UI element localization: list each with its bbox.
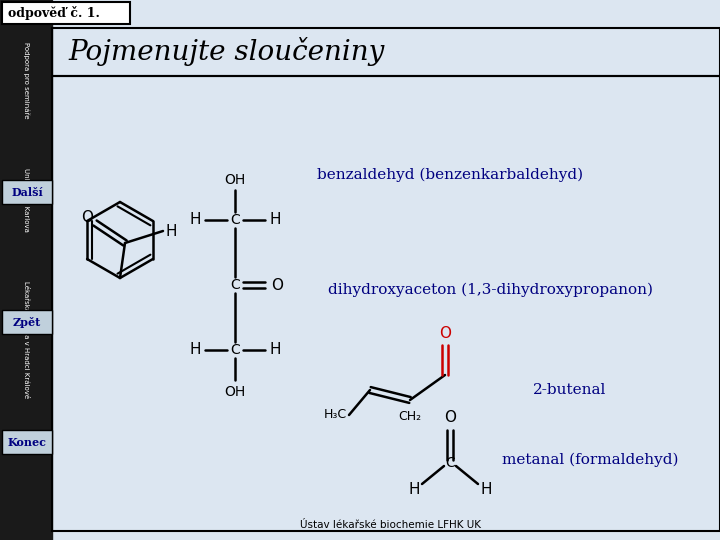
Text: H: H: [269, 342, 281, 357]
Text: H: H: [269, 213, 281, 227]
Text: dihydroxyaceton (1,3-dihydroxypropanon): dihydroxyaceton (1,3-dihydroxypropanon): [328, 283, 652, 297]
Text: Lékařská fakulta v Hradci Králové: Lékařská fakulta v Hradci Králové: [23, 281, 29, 399]
Text: Konec: Konec: [7, 436, 47, 448]
Text: C: C: [230, 343, 240, 357]
Text: C: C: [230, 213, 240, 227]
Text: O: O: [81, 211, 93, 226]
Text: H: H: [166, 224, 176, 239]
Text: Zpět: Zpět: [13, 316, 41, 327]
Text: H₃C: H₃C: [323, 408, 346, 422]
Text: O: O: [271, 278, 283, 293]
Bar: [52, 28, 720, 76]
Text: OH: OH: [225, 385, 246, 399]
FancyBboxPatch shape: [2, 2, 130, 24]
Text: Další: Další: [11, 186, 43, 198]
FancyBboxPatch shape: [2, 430, 52, 454]
Text: C: C: [445, 456, 455, 470]
Text: H: H: [189, 342, 201, 357]
Text: O: O: [439, 326, 451, 341]
Text: metanal (formaldehyd): metanal (formaldehyd): [502, 453, 678, 467]
Bar: [52, 76, 720, 531]
Text: H: H: [480, 483, 492, 497]
Text: Ústav lékařské biochemie LFHK UK: Ústav lékařské biochemie LFHK UK: [300, 520, 480, 530]
Text: 2-butenal: 2-butenal: [534, 383, 607, 397]
Text: CH₂: CH₂: [398, 409, 422, 422]
Text: H: H: [189, 213, 201, 227]
Text: OH: OH: [225, 173, 246, 187]
Text: C: C: [230, 278, 240, 292]
FancyBboxPatch shape: [2, 180, 52, 204]
Text: benzaldehyd (benzenkarbaldehyd): benzaldehyd (benzenkarbaldehyd): [317, 168, 583, 182]
FancyBboxPatch shape: [2, 310, 52, 334]
Text: odpověď č. 1.: odpověď č. 1.: [8, 6, 100, 20]
Text: Podpora pro semináře: Podpora pro semináře: [23, 42, 30, 118]
Text: H: H: [408, 483, 420, 497]
Text: Univerzita Karlova: Univerzita Karlova: [23, 168, 29, 232]
Bar: [0, 0, 52, 540]
Bar: [52, 28, 720, 76]
Text: O: O: [444, 410, 456, 426]
Text: Pojmenujte sloučeniny: Pojmenujte sloučeniny: [68, 37, 384, 66]
